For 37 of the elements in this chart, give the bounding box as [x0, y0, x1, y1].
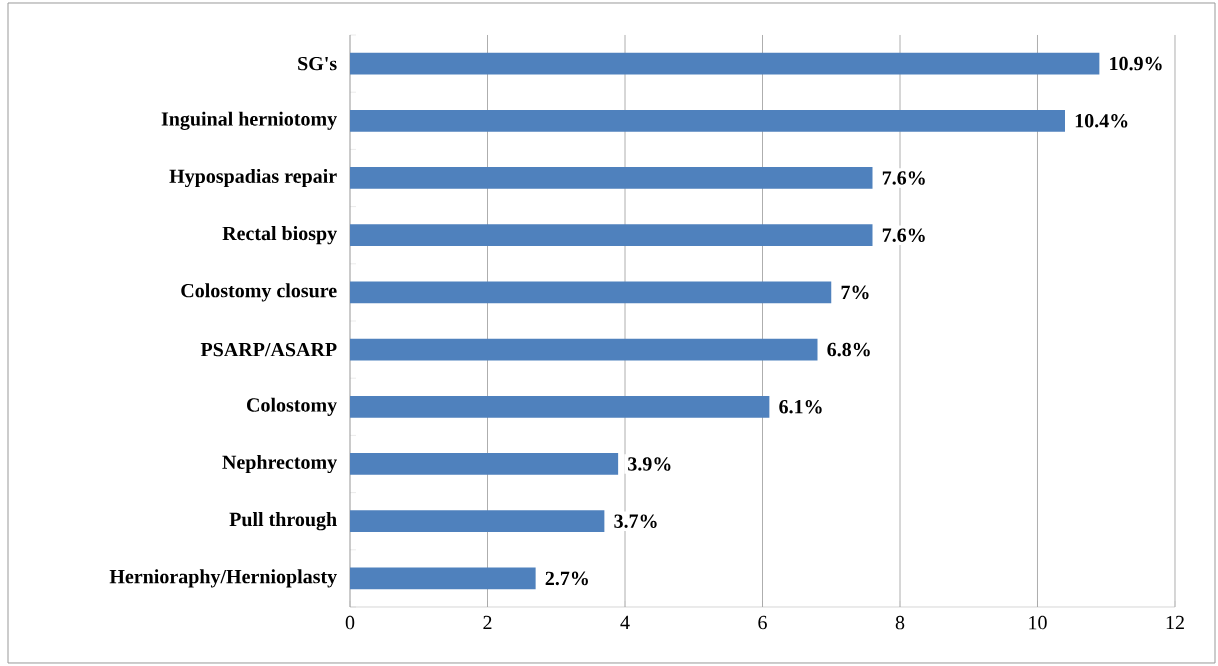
y-tick-label: Inguinal herniotomy	[161, 111, 337, 130]
y-tick-label: Hernioraphy/Hernioplasty	[109, 569, 337, 588]
y-tick-label: Colostomy	[247, 397, 337, 416]
y-tick-label: Colostomy closure	[181, 283, 337, 302]
x-tick-label: 8	[895, 615, 905, 630]
y-tick-label: Hypospadias repair	[169, 168, 337, 188]
data-label: 2.7%	[545, 571, 588, 586]
bar	[350, 395, 770, 418]
bar	[350, 453, 619, 475]
bar	[350, 567, 536, 590]
y-tick-label: Pull through	[229, 512, 337, 531]
data-label: 6.1%	[779, 400, 822, 414]
y-tick-label: Rectal biospy	[222, 226, 337, 245]
y-tick-label: Nephrectomy	[222, 454, 337, 474]
y-tick-label: SG's	[298, 56, 337, 71]
bar	[350, 224, 873, 247]
x-tick-label: 4	[620, 615, 630, 630]
data-label: 7.6%	[882, 228, 925, 242]
bar	[350, 109, 1065, 132]
data-label: 7.6%	[882, 171, 925, 185]
data-label: 3.7%	[614, 514, 657, 528]
bar	[350, 167, 873, 189]
data-label: 10.4%	[1075, 114, 1128, 128]
x-tick-label: 12	[1166, 615, 1184, 630]
bar	[350, 338, 818, 361]
bar	[350, 52, 1100, 75]
x-tick-label: 6	[758, 615, 767, 630]
bar	[350, 281, 832, 304]
x-tick-label: 0	[345, 615, 355, 630]
x-tick-label: 10	[1029, 615, 1047, 630]
data-label: 10.9%	[1110, 56, 1162, 71]
x-tick-label: 2	[483, 615, 492, 630]
data-label: 3.9%	[628, 457, 671, 471]
bar	[350, 510, 605, 533]
data-label: 7%	[841, 285, 869, 300]
y-tick-label: PSARP/ASARP	[200, 342, 337, 357]
data-label: 6.8%	[827, 342, 870, 357]
